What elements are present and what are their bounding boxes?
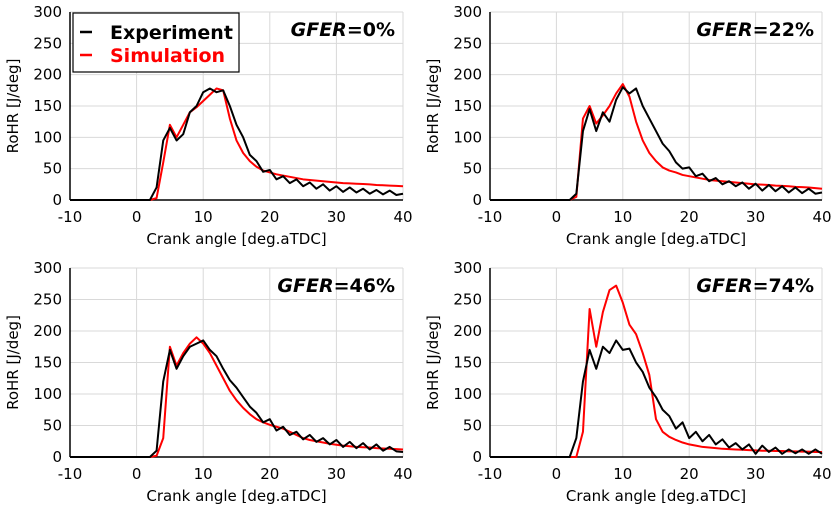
x-tick-label: 10 bbox=[613, 208, 632, 226]
y-tick-label: 150 bbox=[453, 354, 482, 372]
legend-box bbox=[72, 12, 240, 73]
x-tick-label: -10 bbox=[58, 465, 83, 483]
y-tick-label: 200 bbox=[453, 322, 482, 340]
y-tick-label: 200 bbox=[453, 66, 482, 84]
x-axis-label: Crank angle [deg.aTDC] bbox=[146, 230, 326, 248]
gfer-value: =22% bbox=[753, 19, 814, 41]
x-tick-label: 30 bbox=[746, 465, 765, 483]
y-axis-label: RoHR [J/deg] bbox=[4, 315, 22, 410]
y-tick-label: 50 bbox=[43, 160, 62, 178]
y-tick-label: 300 bbox=[33, 3, 62, 21]
y-axis-label: RoHR [J/deg] bbox=[424, 315, 442, 410]
y-tick-label: 300 bbox=[33, 259, 62, 277]
y-tick-label: 0 bbox=[472, 191, 482, 209]
x-tick-label: 10 bbox=[194, 465, 213, 483]
x-tick-label: -10 bbox=[478, 465, 503, 483]
y-tick-label: 100 bbox=[453, 128, 482, 146]
series-simulation bbox=[490, 284, 822, 458]
series-simulation bbox=[70, 336, 404, 458]
y-tick-label: 200 bbox=[33, 66, 62, 84]
y-tick-label: 100 bbox=[33, 385, 62, 403]
x-tick-label: 20 bbox=[680, 465, 699, 483]
x-tick-label: 10 bbox=[194, 208, 213, 226]
series-simulation bbox=[70, 87, 404, 201]
x-axis-label: Crank angle [deg.aTDC] bbox=[566, 230, 746, 248]
y-axis-label: RoHR [J/deg] bbox=[424, 59, 442, 154]
series-simulation bbox=[490, 83, 823, 201]
y-tick-label: 50 bbox=[43, 417, 62, 435]
gfer-value: =0% bbox=[347, 19, 395, 41]
y-tick-label: 250 bbox=[33, 34, 62, 52]
y-tick-label: 300 bbox=[453, 3, 482, 21]
y-tick-label: 0 bbox=[52, 448, 62, 466]
y-tick-label: 150 bbox=[33, 354, 62, 372]
x-tick-label: 40 bbox=[393, 208, 412, 226]
y-tick-label: 250 bbox=[453, 291, 482, 309]
series-experiment bbox=[70, 87, 404, 201]
x-tick-label: 30 bbox=[327, 208, 346, 226]
gfer-annotation: GFER=74% bbox=[696, 275, 814, 297]
x-tick-label: 40 bbox=[812, 465, 831, 483]
x-tick-label: -10 bbox=[478, 208, 503, 226]
series-experiment bbox=[490, 86, 823, 201]
series-experiment bbox=[70, 339, 404, 458]
y-tick-label: 250 bbox=[33, 291, 62, 309]
x-tick-label: 0 bbox=[132, 208, 142, 226]
y-tick-label: 0 bbox=[52, 191, 62, 209]
x-axis-label: Crank angle [deg.aTDC] bbox=[146, 487, 326, 505]
x-axis-label: Crank angle [deg.aTDC] bbox=[566, 487, 746, 505]
x-tick-label: 0 bbox=[552, 208, 562, 226]
x-tick-label: 0 bbox=[552, 465, 562, 483]
x-tick-label: 0 bbox=[132, 465, 142, 483]
y-tick-label: 100 bbox=[453, 385, 482, 403]
series-experiment bbox=[490, 339, 823, 458]
x-tick-label: 30 bbox=[746, 208, 765, 226]
y-tick-label: 50 bbox=[463, 417, 482, 435]
x-tick-label: 20 bbox=[680, 208, 699, 226]
gfer-annotation: GFER=46% bbox=[277, 275, 395, 297]
y-tick-label: 250 bbox=[453, 34, 482, 52]
gfer-variable: GFER bbox=[696, 19, 752, 41]
y-tick-label: 0 bbox=[472, 448, 482, 466]
legend-label: Simulation bbox=[110, 45, 225, 67]
gfer-annotation: GFER=0% bbox=[291, 19, 395, 41]
y-tick-label: 150 bbox=[453, 97, 482, 115]
legend-label: Experiment bbox=[110, 22, 233, 44]
y-tick-label: 100 bbox=[33, 128, 62, 146]
x-tick-label: -10 bbox=[58, 208, 83, 226]
x-tick-label: 10 bbox=[613, 465, 632, 483]
x-tick-label: 40 bbox=[393, 465, 412, 483]
gfer-variable: GFER bbox=[291, 19, 347, 41]
y-tick-label: 50 bbox=[463, 160, 482, 178]
gfer-variable: GFER bbox=[277, 275, 333, 297]
gfer-variable: GFER bbox=[696, 275, 752, 297]
y-tick-label: 150 bbox=[33, 97, 62, 115]
x-tick-label: 20 bbox=[260, 465, 279, 483]
gfer-value: =74% bbox=[753, 275, 814, 297]
x-tick-label: 20 bbox=[260, 208, 279, 226]
gfer-value: =46% bbox=[334, 275, 395, 297]
y-tick-label: 300 bbox=[453, 259, 482, 277]
x-tick-label: 30 bbox=[327, 465, 346, 483]
x-tick-label: 40 bbox=[812, 208, 831, 226]
gfer-annotation: GFER=22% bbox=[696, 19, 814, 41]
y-axis-label: RoHR [J/deg] bbox=[4, 59, 22, 154]
y-tick-label: 200 bbox=[33, 322, 62, 340]
